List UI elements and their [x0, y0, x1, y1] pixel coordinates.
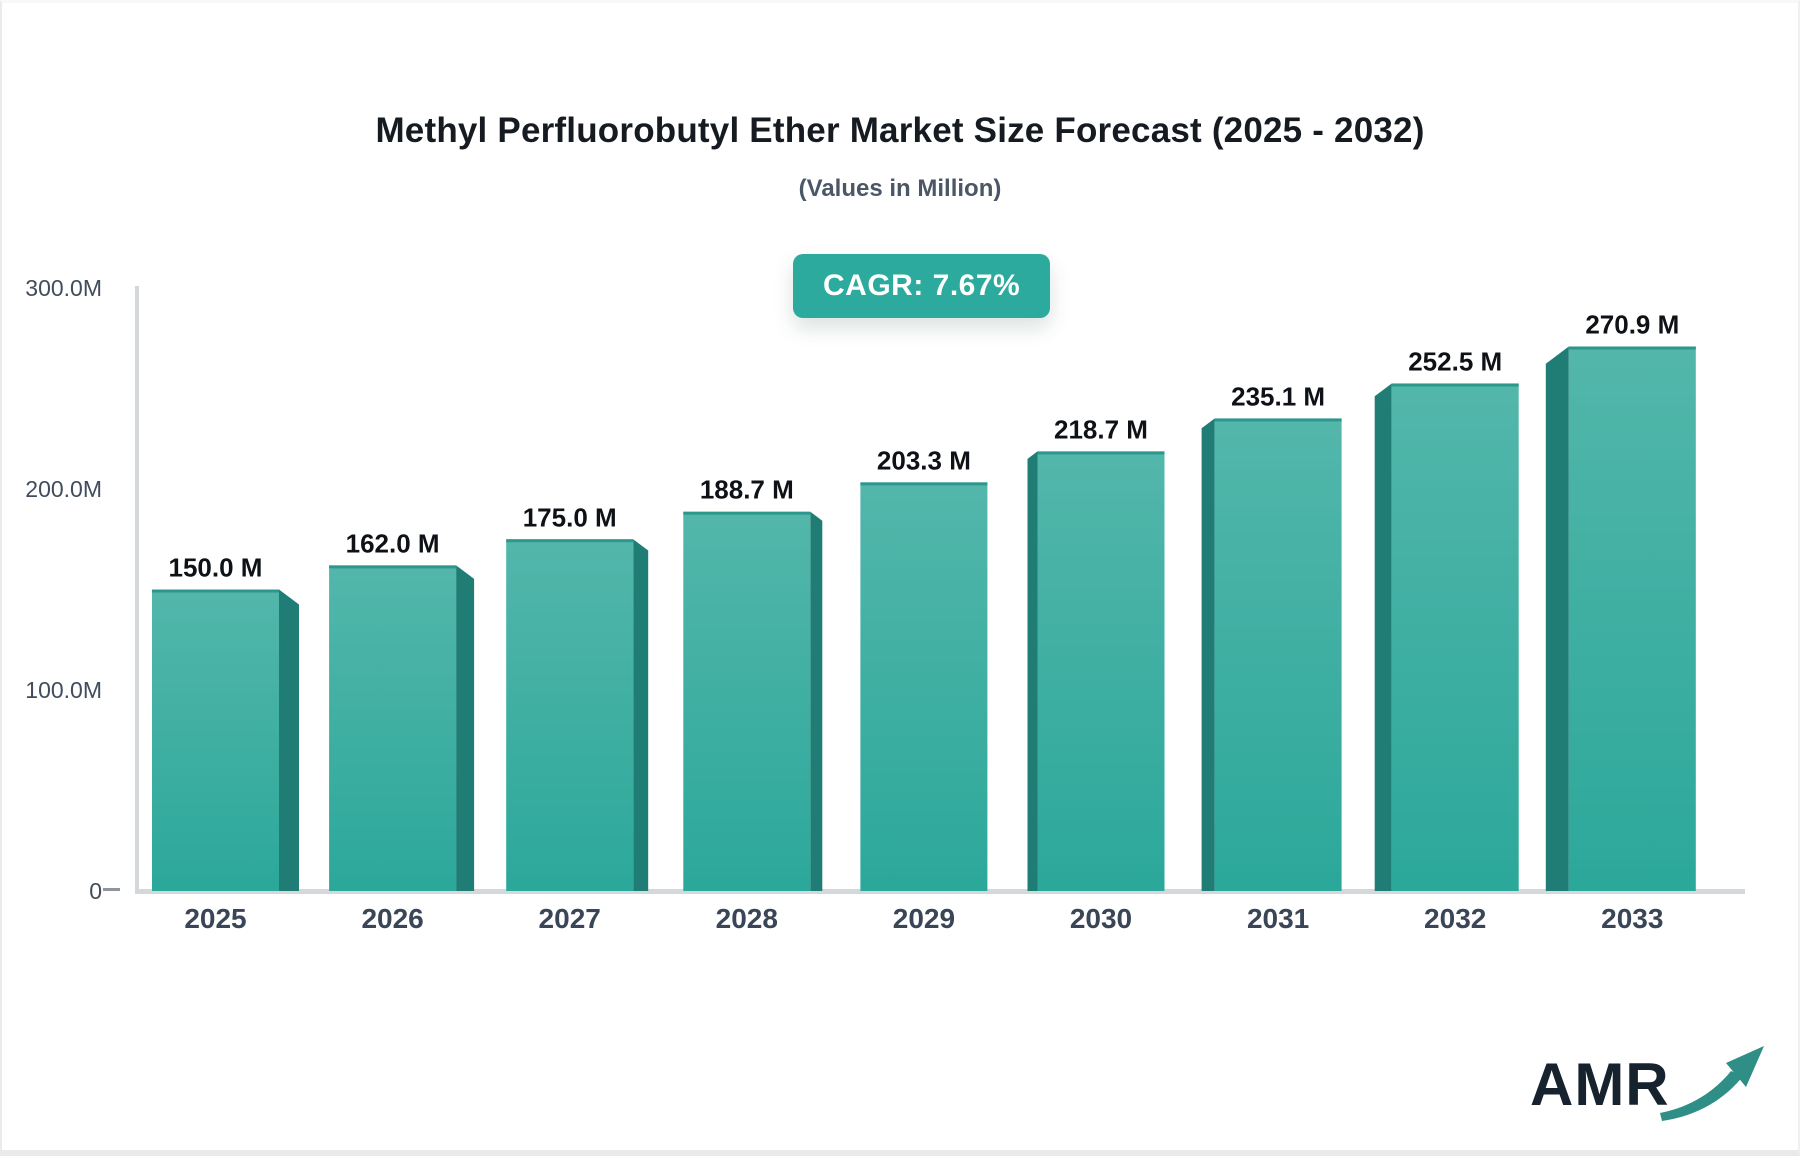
x-axis-label: 2025: [184, 903, 246, 934]
bar-top-edge: [152, 589, 279, 593]
bar: [152, 589, 279, 891]
bar-side-face: [633, 539, 649, 891]
bar: [683, 511, 811, 891]
bar-value-label: 203.3 M: [877, 445, 971, 475]
bar-value-label: 270.9 M: [1585, 309, 1679, 339]
bar: [506, 539, 634, 891]
bar-top-edge: [1037, 451, 1165, 455]
x-axis-label: 2030: [1070, 903, 1132, 934]
x-axis-label: 2028: [716, 903, 778, 934]
bar: [1214, 418, 1342, 891]
bar-value-label: 252.5 M: [1408, 346, 1502, 376]
bar-top-edge: [1568, 346, 1696, 350]
bar: [1391, 383, 1519, 891]
bar-value-label: 162.0 M: [346, 528, 440, 558]
bar-top-edge: [683, 511, 811, 515]
bar-value-label: 218.7 M: [1054, 414, 1148, 444]
bar-top-edge: [1391, 383, 1519, 387]
x-axis-label: 2027: [539, 903, 601, 934]
bar-side-face: [279, 589, 299, 891]
bar: [1037, 451, 1165, 891]
cagr-badge: CAGR: 7.67%: [793, 254, 1051, 318]
zero-tick: [103, 888, 120, 891]
bar-side-face: [1201, 418, 1215, 891]
bar-side-face: [1545, 346, 1569, 892]
y-axis-label: 100.0M: [25, 677, 102, 703]
bar-value-label: 188.7 M: [700, 475, 794, 505]
x-axis-label: 2031: [1247, 903, 1309, 934]
x-axis-label: 2033: [1601, 903, 1663, 934]
x-axis-line: [135, 889, 1745, 894]
bar-side-face: [1027, 451, 1038, 891]
bar-chart: 300.0M 200.0M 100.0M 0 150.0 M 2025 162.0 M 202…: [25, 275, 1745, 934]
y-axis-label: 300.0M: [25, 275, 102, 301]
bar-top-edge: [506, 539, 634, 543]
amr-logo: AMR: [1530, 1041, 1768, 1125]
bar-top-edge: [329, 565, 457, 569]
y-axis-line: [135, 286, 139, 893]
bar-top-edge: [1214, 418, 1342, 422]
chart-title: Methyl Perfluorobutyl Ether Market Size …: [375, 111, 1425, 150]
bar: [1568, 346, 1696, 892]
x-axis-label: 2026: [361, 903, 423, 934]
y-axis-label: 200.0M: [25, 476, 102, 502]
bar-side-face: [1374, 383, 1392, 891]
x-axis-label: 2029: [893, 903, 955, 934]
x-axis-label: 2032: [1424, 903, 1486, 934]
y-axis-label: 0: [89, 878, 102, 904]
trend-arrow-icon: [1659, 1046, 1764, 1121]
bar-side-face: [456, 565, 475, 891]
bar-side-face: [810, 511, 823, 891]
bar-value-label: 235.1 M: [1231, 381, 1325, 411]
bar-value-label: 150.0 M: [169, 553, 263, 583]
chart-subtitle: (Values in Million): [798, 175, 1002, 202]
bar: [329, 565, 457, 891]
logo-text: AMR: [1530, 1051, 1670, 1118]
bar-top-edge: [860, 482, 988, 486]
bar: [860, 482, 988, 891]
bar-value-label: 175.0 M: [523, 502, 617, 532]
